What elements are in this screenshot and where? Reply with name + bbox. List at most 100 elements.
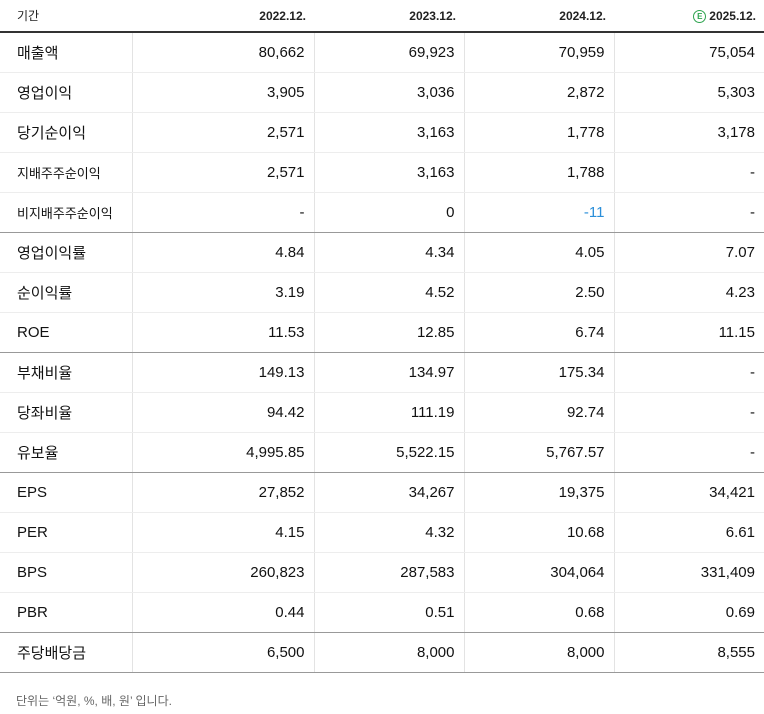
cell: 0.68 xyxy=(463,592,614,633)
table-row: 지배주주순이익 2,571 3,163 1,788 - xyxy=(0,152,764,193)
row-label: EPS xyxy=(0,472,132,513)
cell: 34,267 xyxy=(313,472,464,513)
cell: 3,178 xyxy=(613,112,764,153)
period-2023: 2023.12. xyxy=(314,0,464,33)
cell: - xyxy=(613,432,764,473)
row-label: 당좌비율 xyxy=(0,392,132,433)
row-label: 영업이익률 xyxy=(0,232,132,273)
cell: 70,959 xyxy=(463,32,614,73)
table-row: 주당배당금 6,500 8,000 8,000 8,555 xyxy=(0,632,764,673)
cell: 4.23 xyxy=(613,272,764,313)
table-row: 비지배주주순이익 - 0 -11 - xyxy=(0,192,764,233)
cell: 0.44 xyxy=(131,592,314,633)
table-row: 영업이익률 4.84 4.34 4.05 7.07 xyxy=(0,232,764,273)
row-label: BPS xyxy=(0,552,132,593)
cell: 134.97 xyxy=(313,352,464,393)
cell: 27,852 xyxy=(131,472,314,513)
cell: 4.32 xyxy=(313,512,464,553)
cell: - xyxy=(613,392,764,433)
cell: 5,767.57 xyxy=(463,432,614,473)
cell: 7.07 xyxy=(613,232,764,273)
cell: 304,064 xyxy=(463,552,614,593)
financial-table: 기간 2022.12. 2023.12. 2024.12. E 2025.12. … xyxy=(0,0,764,673)
cell: - xyxy=(613,152,764,193)
cell: - xyxy=(131,192,314,233)
cell: 2,571 xyxy=(131,112,314,153)
cell: 69,923 xyxy=(313,32,464,73)
cell: 6.61 xyxy=(613,512,764,553)
row-label: 당기순이익 xyxy=(0,112,132,153)
row-label: 부채비율 xyxy=(0,352,132,393)
cell: 149.13 xyxy=(131,352,314,393)
cell: 94.42 xyxy=(131,392,314,433)
cell: 4.34 xyxy=(313,232,464,273)
cell: 6.74 xyxy=(463,312,614,353)
cell: 4.52 xyxy=(313,272,464,313)
period-2022: 2022.12. xyxy=(132,0,314,33)
row-label: 유보율 xyxy=(0,432,132,473)
cell: 0.69 xyxy=(613,592,764,633)
cell: - xyxy=(613,352,764,393)
cell: 4.05 xyxy=(463,232,614,273)
cell: 6,500 xyxy=(131,632,314,673)
row-label: 영업이익 xyxy=(0,72,132,113)
cell: 4.15 xyxy=(131,512,314,553)
cell: 0.51 xyxy=(313,592,464,633)
cell: 11.53 xyxy=(131,312,314,353)
cell: 0 xyxy=(313,192,464,233)
row-label: 순이익률 xyxy=(0,272,132,313)
cell: 175.34 xyxy=(463,352,614,393)
unit-footnote: 단위는 ‘억원, %, 배, 원’ 입니다. xyxy=(16,694,172,708)
cell: 111.19 xyxy=(313,392,464,433)
cell: 19,375 xyxy=(463,472,614,513)
cell: 34,421 xyxy=(613,472,764,513)
table-row: PBR 0.44 0.51 0.68 0.69 xyxy=(0,592,764,633)
cell: 92.74 xyxy=(463,392,614,433)
row-label: PER xyxy=(0,512,132,553)
row-label: 주당배당금 xyxy=(0,632,132,673)
row-label: 비지배주주순이익 xyxy=(0,192,132,233)
cell: 8,555 xyxy=(613,632,764,673)
period-2025-estimate: E 2025.12. xyxy=(614,0,764,33)
cell: 3,163 xyxy=(313,152,464,193)
cell: 5,303 xyxy=(613,72,764,113)
cell: 2,571 xyxy=(131,152,314,193)
cell: 8,000 xyxy=(313,632,464,673)
table-row: 순이익률 3.19 4.52 2.50 4.23 xyxy=(0,272,764,313)
table-row: BPS 260,823 287,583 304,064 331,409 xyxy=(0,552,764,593)
cell: 331,409 xyxy=(613,552,764,593)
table-row: 영업이익 3,905 3,036 2,872 5,303 xyxy=(0,72,764,113)
table-row: 부채비율 149.13 134.97 175.34 - xyxy=(0,352,764,393)
row-label: 지배주주순이익 xyxy=(0,152,132,193)
cell: 3,163 xyxy=(313,112,464,153)
period-2025-label: 2025.12. xyxy=(709,8,756,23)
table-row: 당기순이익 2,571 3,163 1,778 3,178 xyxy=(0,112,764,153)
table-row: 매출액 80,662 69,923 70,959 75,054 xyxy=(0,32,764,73)
cell: 75,054 xyxy=(613,32,764,73)
cell: 80,662 xyxy=(131,32,314,73)
table-row: 당좌비율 94.42 111.19 92.74 - xyxy=(0,392,764,433)
table-row: 유보율 4,995.85 5,522.15 5,767.57 - xyxy=(0,432,764,473)
cell: 1,778 xyxy=(463,112,614,153)
cell: 2,872 xyxy=(463,72,614,113)
table-row: EPS 27,852 34,267 19,375 34,421 xyxy=(0,472,764,513)
cell: 4.84 xyxy=(131,232,314,273)
row-label: ROE xyxy=(0,312,132,353)
cell: 8,000 xyxy=(463,632,614,673)
row-label: 매출액 xyxy=(0,32,132,73)
table-row: PER 4.15 4.32 10.68 6.61 xyxy=(0,512,764,553)
cell: 5,522.15 xyxy=(313,432,464,473)
cell: 12.85 xyxy=(313,312,464,353)
cell: 4,995.85 xyxy=(131,432,314,473)
negative-cell: -11 xyxy=(463,192,614,233)
table-row: ROE 11.53 12.85 6.74 11.15 xyxy=(0,312,764,353)
cell: 3.19 xyxy=(131,272,314,313)
period-2024: 2024.12. xyxy=(464,0,614,33)
cell: 3,905 xyxy=(131,72,314,113)
cell: 260,823 xyxy=(131,552,314,593)
cell: 1,788 xyxy=(463,152,614,193)
header-row: 기간 2022.12. 2023.12. 2024.12. E 2025.12. xyxy=(0,0,764,33)
cell: 2.50 xyxy=(463,272,614,313)
row-label: PBR xyxy=(0,592,132,633)
